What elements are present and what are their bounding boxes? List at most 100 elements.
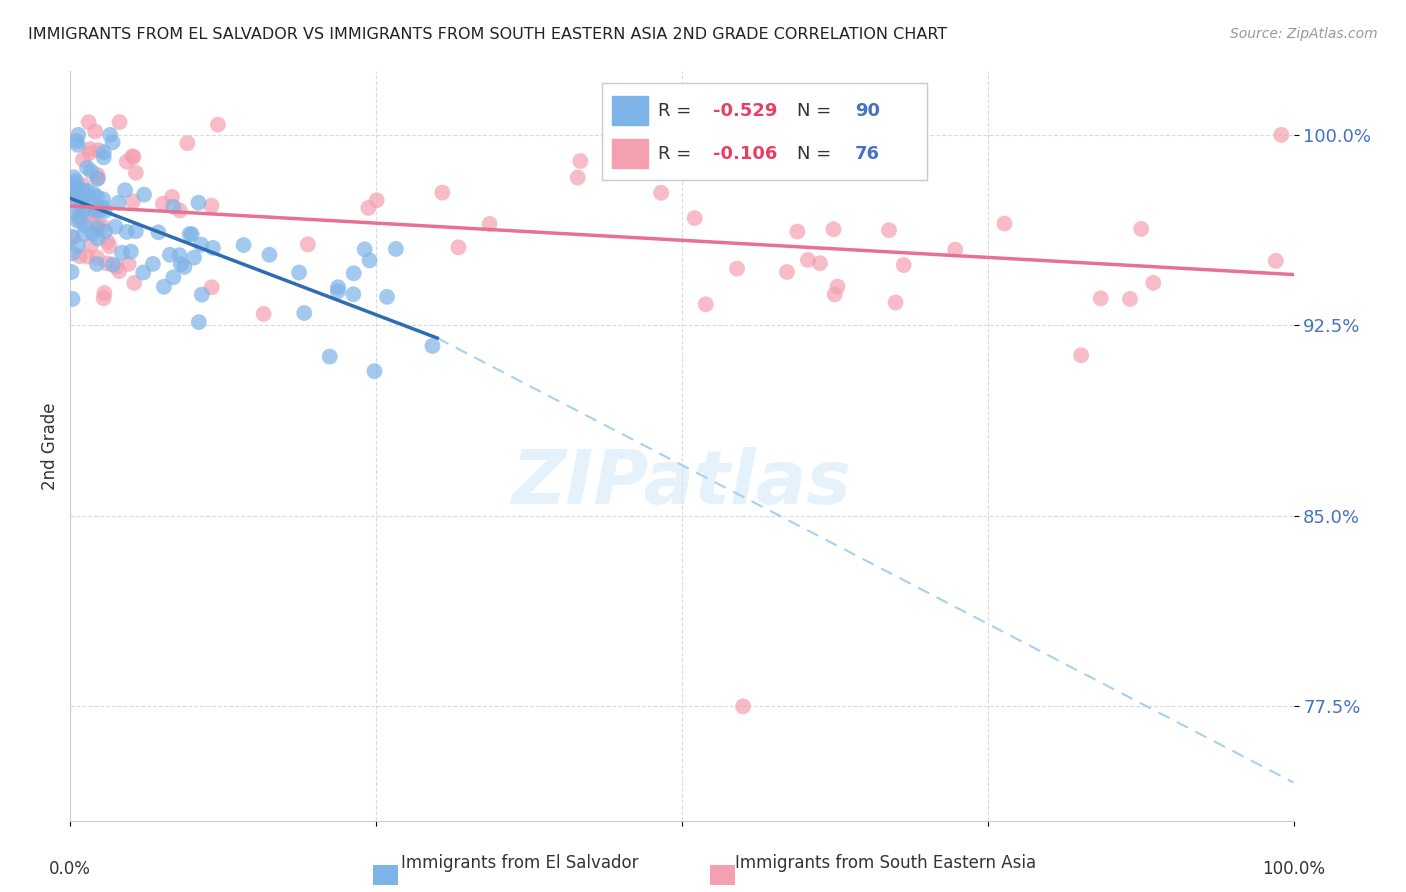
Point: [725, 261, 748, 276]
Point: [91, 219, 114, 234]
Point: [148, 225, 170, 239]
Point: [93, 291, 115, 305]
Point: [152, 196, 174, 211]
Point: [160, 190, 183, 204]
Point: [93, 150, 115, 164]
Point: [79, 146, 101, 161]
Point: [191, 287, 214, 301]
Point: [447, 240, 470, 254]
Point: [1264, 253, 1286, 268]
Point: [318, 350, 340, 364]
Point: [69, 249, 91, 263]
Point: [89, 203, 111, 218]
Point: [1270, 128, 1292, 142]
Point: [98, 239, 121, 253]
Point: [80, 164, 103, 178]
Text: ZIPatlas: ZIPatlas: [512, 447, 852, 520]
Point: [93, 204, 115, 219]
Point: [114, 183, 136, 197]
Point: [62, 292, 84, 306]
Point: [96, 256, 118, 270]
Point: [80, 238, 103, 252]
Point: [67, 128, 90, 142]
Point: [1090, 291, 1112, 305]
Point: [91, 193, 114, 207]
Point: [93, 145, 115, 160]
Point: [232, 238, 254, 252]
Point: [86, 220, 108, 235]
Point: [82, 227, 104, 241]
Point: [190, 237, 212, 252]
Point: [359, 253, 381, 268]
Point: [84, 203, 107, 218]
Text: IMMIGRANTS FROM EL SALVADOR VS IMMIGRANTS FROM SOUTH EASTERN ASIA 2ND GRADE CORR: IMMIGRANTS FROM EL SALVADOR VS IMMIGRANT…: [28, 27, 948, 42]
Point: [1119, 292, 1142, 306]
Point: [76, 191, 98, 205]
Point: [107, 195, 129, 210]
Point: [478, 217, 501, 231]
Point: [288, 266, 311, 280]
Point: [67, 210, 90, 224]
Point: [62, 170, 84, 185]
Point: [63, 178, 86, 192]
Point: [342, 287, 364, 301]
Text: Source: ZipAtlas.com: Source: ZipAtlas.com: [1230, 27, 1378, 41]
Point: [67, 181, 90, 195]
Point: [108, 115, 131, 129]
Point: [63, 182, 86, 196]
Point: [695, 297, 717, 311]
Point: [827, 279, 849, 293]
Point: [86, 202, 108, 216]
Point: [115, 154, 138, 169]
Point: [943, 243, 966, 257]
Point: [326, 285, 349, 299]
Point: [893, 258, 915, 272]
Point: [72, 193, 94, 207]
Point: [105, 260, 128, 274]
Point: [297, 237, 319, 252]
Point: [375, 290, 398, 304]
Y-axis label: 2nd Grade: 2nd Grade: [41, 402, 59, 490]
Point: [1142, 276, 1164, 290]
Point: [98, 128, 121, 142]
Point: [66, 214, 89, 228]
Point: [86, 257, 108, 271]
Point: [162, 200, 184, 214]
Point: [201, 241, 224, 255]
Point: [63, 183, 86, 197]
Point: [125, 224, 148, 238]
Point: [84, 124, 107, 138]
Point: [183, 251, 205, 265]
Point: [93, 201, 115, 215]
Point: [82, 215, 104, 229]
Point: [65, 134, 87, 148]
Point: [786, 225, 808, 239]
Point: [94, 225, 117, 239]
Point: [69, 214, 91, 228]
Point: [125, 166, 148, 180]
Point: [122, 194, 145, 209]
Point: [366, 193, 388, 207]
Point: [80, 193, 103, 207]
Point: [76, 250, 98, 264]
Point: [60, 188, 83, 202]
Point: [60, 265, 83, 279]
Point: [83, 206, 105, 220]
Point: [187, 315, 209, 329]
Point: [70, 193, 93, 207]
Point: [1130, 222, 1153, 236]
Point: [797, 252, 820, 267]
Point: [153, 279, 176, 293]
Point: [170, 257, 193, 271]
Point: [86, 231, 108, 245]
Point: [66, 137, 89, 152]
Point: [104, 219, 127, 234]
Point: [72, 153, 94, 167]
Text: 100.0%: 100.0%: [1263, 860, 1324, 878]
Point: [93, 285, 115, 300]
Point: [169, 203, 191, 218]
Text: 0.0%: 0.0%: [49, 860, 91, 878]
Point: [86, 168, 108, 182]
Point: [72, 184, 94, 198]
Point: [385, 242, 408, 256]
